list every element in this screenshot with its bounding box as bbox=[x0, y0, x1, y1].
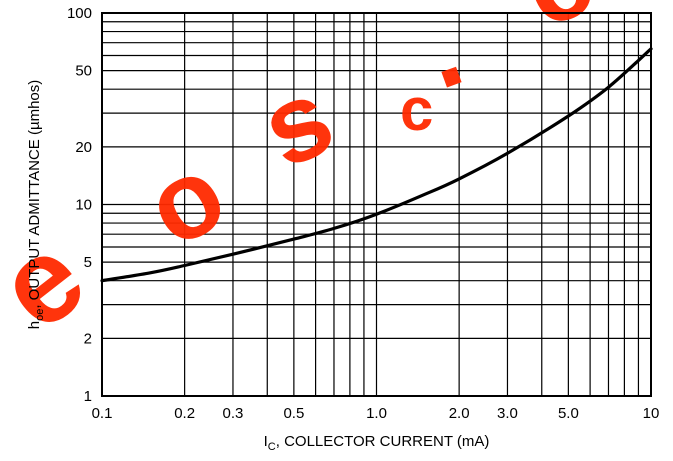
x-tick-label: 0.3 bbox=[223, 405, 244, 422]
watermark-char: c bbox=[503, 0, 610, 52]
y-axis-label-sub: oe bbox=[34, 309, 46, 321]
x-axis-label-main: I bbox=[264, 433, 268, 450]
plot-area bbox=[101, 12, 652, 397]
x-tick-label: 0.2 bbox=[174, 405, 195, 422]
y-tick-label: 20 bbox=[75, 139, 92, 156]
y-tick-label: 100 bbox=[67, 5, 92, 22]
x-tick-label: 10 bbox=[643, 405, 660, 422]
x-tick-label: 2.0 bbox=[449, 405, 470, 422]
x-tick-label: 3.0 bbox=[497, 405, 518, 422]
x-tick-labels: 0.1 0.2 0.3 0.5 1.0 2.0 3.0 5.0 10 bbox=[92, 405, 660, 422]
y-tick-label: 1 bbox=[84, 388, 92, 405]
y-tick-labels: 1 2 5 10 20 50 100 bbox=[67, 5, 92, 405]
series-layer bbox=[100, 47, 653, 283]
y-tick-label: 50 bbox=[75, 63, 92, 80]
y-tick-label: 5 bbox=[84, 254, 92, 271]
y-tick-label: 10 bbox=[75, 197, 92, 214]
x-tick-label: 0.5 bbox=[283, 405, 304, 422]
watermark-char: c bbox=[400, 76, 433, 143]
x-axis-label-sub: C bbox=[268, 441, 276, 453]
x-tick-label: 1.0 bbox=[366, 405, 387, 422]
y-axis-label-main: h bbox=[26, 321, 43, 329]
x-tick-label: 0.1 bbox=[92, 405, 113, 422]
y-axis-label: hoe, OUTPUT ADMITTANCE (µmhos) bbox=[26, 80, 46, 330]
watermark-char: o bbox=[126, 131, 246, 271]
series-line bbox=[100, 47, 653, 283]
watermark-char: e bbox=[0, 209, 109, 356]
y-tick-label: 2 bbox=[84, 330, 92, 347]
y-axis-label-rest: , OUTPUT ADMITTANCE (µmhos) bbox=[26, 80, 43, 309]
x-axis-label-rest: , COLLECTOR CURRENT (mA) bbox=[276, 433, 490, 450]
x-tick-label: 5.0 bbox=[558, 405, 579, 422]
x-axis-label: IC, COLLECTOR CURRENT (mA) bbox=[264, 433, 490, 453]
